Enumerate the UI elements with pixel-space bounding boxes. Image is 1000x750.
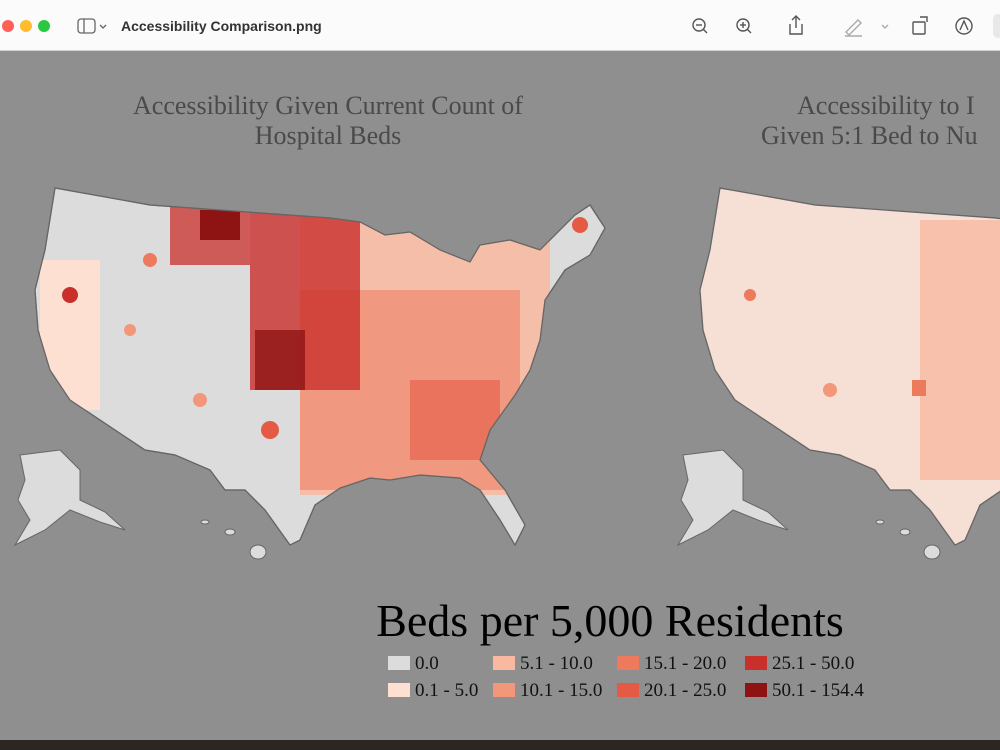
markup[interactable] <box>955 17 973 35</box>
map-left <box>14 187 606 560</box>
map-title: Hospital Beds <box>255 121 402 150</box>
legend-swatch <box>388 656 410 670</box>
legend-label: 15.1 - 20.0 <box>644 653 726 674</box>
legend-label: 0.1 - 5.0 <box>415 680 478 701</box>
legend: 0.0 0.1 - 5.0 5.1 - 10.0 10.1 - 15.0 15.1 - … <box>388 653 864 701</box>
legend-label: 25.1 - 50.0 <box>772 653 854 674</box>
legend-swatch <box>745 683 767 697</box>
legend-swatch <box>617 683 639 697</box>
map-title: Accessibility Given Current Count of <box>133 91 523 120</box>
legend-title: Beds per 5,000 Residents <box>376 595 844 646</box>
legend-swatch <box>745 656 767 670</box>
desktop-edge <box>0 740 1000 750</box>
legend-label: 0.0 <box>415 653 439 674</box>
toolbar: Accessibility Comparison.png <box>0 0 1000 51</box>
close-button[interactable] <box>2 20 14 32</box>
highlight-menu[interactable] <box>881 24 889 29</box>
minimize-button[interactable] <box>20 20 32 32</box>
legend-swatch <box>617 656 639 670</box>
legend-label: 50.1 - 154.4 <box>772 680 864 701</box>
zoom-out[interactable] <box>692 18 708 34</box>
legend-swatch <box>493 656 515 670</box>
highlight[interactable] <box>845 19 862 37</box>
zoom-in[interactable] <box>736 18 752 34</box>
rotate[interactable] <box>912 16 928 35</box>
legend-label: 5.1 - 10.0 <box>520 653 593 674</box>
map-title: Accessibility to I <box>797 91 975 120</box>
map-title: Given 5:1 Bed to Nu <box>761 121 978 150</box>
legend-label: 10.1 - 15.0 <box>520 680 602 701</box>
window-title: Accessibility Comparison.png <box>121 18 322 34</box>
legend-label: 20.1 - 25.0 <box>644 680 726 701</box>
zoom-button[interactable] <box>38 20 50 32</box>
legend-swatch <box>493 683 515 697</box>
sidebar-toggle[interactable] <box>77 18 107 34</box>
share[interactable] <box>789 15 803 35</box>
legend-swatch <box>388 683 410 697</box>
